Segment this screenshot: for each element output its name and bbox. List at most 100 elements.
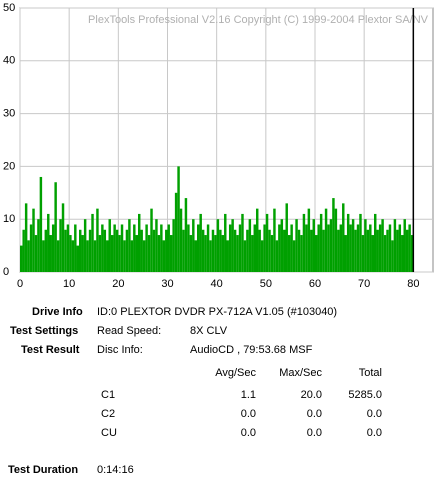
bar xyxy=(287,235,291,272)
bar xyxy=(305,224,308,272)
bar xyxy=(329,219,333,272)
value: 8X CLV xyxy=(190,325,228,337)
bar xyxy=(96,208,99,272)
bar xyxy=(93,240,97,272)
bar xyxy=(172,219,175,272)
bar xyxy=(315,235,318,272)
cell: 0.0 xyxy=(366,408,382,420)
bar xyxy=(332,198,335,272)
bar xyxy=(37,219,40,272)
column-header: Avg/Sec xyxy=(215,367,256,379)
bar xyxy=(241,213,244,272)
bar xyxy=(231,219,234,272)
bar xyxy=(322,229,325,272)
bar xyxy=(51,224,55,272)
bar xyxy=(152,229,156,272)
column-header: Total xyxy=(358,367,382,379)
chart-title: PlexTools Professional V2.16 Copyright (… xyxy=(88,14,429,26)
bar xyxy=(273,208,276,272)
row-label: C2 xyxy=(101,408,116,420)
value: 0:14:16 xyxy=(97,464,134,476)
bar xyxy=(349,224,352,272)
bar xyxy=(34,235,38,272)
bar xyxy=(103,229,107,272)
bar xyxy=(157,235,161,272)
bar xyxy=(312,219,315,272)
bar xyxy=(359,213,362,272)
bar xyxy=(169,235,173,272)
bar xyxy=(20,245,23,272)
bar xyxy=(177,166,180,272)
bar xyxy=(110,235,114,272)
bar xyxy=(209,240,212,272)
bar xyxy=(354,229,357,272)
x-tick-label: 60 xyxy=(309,278,321,290)
label: Drive Info xyxy=(32,306,83,318)
cell: 0.0 xyxy=(240,408,256,420)
cell: 0.0 xyxy=(366,427,382,439)
bar xyxy=(219,229,222,272)
y-tick-label: 10 xyxy=(3,213,15,225)
bar xyxy=(228,224,232,272)
cell: 0.0 xyxy=(306,427,322,439)
bar xyxy=(270,235,274,272)
bar xyxy=(317,224,320,272)
bar xyxy=(113,224,116,272)
bar xyxy=(408,224,411,272)
bar xyxy=(238,224,242,272)
bar xyxy=(86,240,89,272)
bar xyxy=(285,203,288,272)
bar xyxy=(115,229,119,272)
bar xyxy=(71,240,75,272)
bar xyxy=(66,224,70,272)
y-tick-label: 30 xyxy=(3,108,15,120)
bar xyxy=(376,229,379,272)
bar xyxy=(327,224,330,272)
bar xyxy=(32,208,35,272)
bar xyxy=(83,219,87,272)
bar xyxy=(133,224,136,272)
bar xyxy=(258,229,261,272)
bar xyxy=(248,219,252,272)
column-header: Max/Sec xyxy=(279,367,322,379)
bar xyxy=(300,235,303,272)
bar xyxy=(120,224,124,272)
bar xyxy=(47,213,50,272)
bar xyxy=(351,219,355,272)
bar xyxy=(356,224,360,272)
key: Disc Info: xyxy=(97,344,143,356)
bar xyxy=(297,229,301,272)
x-tick-label: 80 xyxy=(407,278,419,290)
bar xyxy=(135,235,138,272)
bar xyxy=(106,240,109,272)
bar xyxy=(337,229,340,272)
bar xyxy=(246,229,249,272)
bar xyxy=(88,229,92,272)
bar xyxy=(118,235,121,272)
x-tick-label: 70 xyxy=(358,278,370,290)
bar xyxy=(211,229,215,272)
cell: 0.0 xyxy=(240,427,256,439)
bar xyxy=(378,224,382,272)
bar xyxy=(221,235,225,272)
bar xyxy=(140,229,143,272)
bar xyxy=(280,219,284,272)
bar xyxy=(69,235,72,272)
bar xyxy=(165,229,168,272)
bar xyxy=(275,240,279,272)
bar xyxy=(292,240,296,272)
bar xyxy=(366,229,370,272)
bar xyxy=(108,219,111,272)
row-label: C1 xyxy=(101,389,116,401)
bar xyxy=(167,224,170,272)
label: Test Settings xyxy=(10,325,79,337)
chart: PlexTools Professional V2.16 Copyright (… xyxy=(3,2,434,290)
bar xyxy=(371,235,374,272)
bar xyxy=(22,229,25,272)
bar xyxy=(369,224,372,272)
bar xyxy=(268,229,271,272)
bar xyxy=(138,213,141,272)
y-tick-label: 50 xyxy=(3,2,15,14)
bar xyxy=(123,240,126,272)
